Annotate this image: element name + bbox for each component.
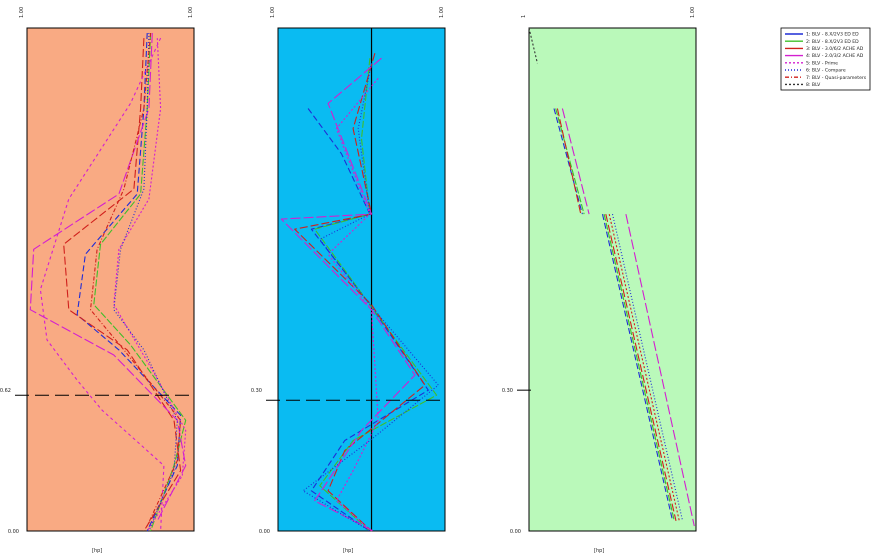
x-axis-unit: [hp] — [92, 548, 102, 554]
series-line-3-4 — [603, 213, 675, 522]
y-tick-bottom: 0.00 — [259, 529, 270, 535]
series-line-3-9 — [608, 213, 680, 522]
plot-area-3 — [528, 27, 697, 532]
y-tick-mid: 0.62 — [0, 388, 11, 394]
series-line-3-8 — [625, 213, 695, 527]
y-tick-top: 1 — [521, 15, 527, 18]
y-tick-bottom: 0.00 — [510, 529, 521, 535]
legend-label-2: 2: BLV - 8.X/2V3 ED ED — [806, 39, 859, 45]
legend-label-5: 5: BLV - Prime — [806, 60, 838, 66]
series-line-1-2 — [93, 32, 187, 532]
plot-area-1 — [26, 27, 195, 532]
y-tick-mid: 0.30 — [251, 388, 262, 394]
series-line-1-7 — [113, 32, 178, 532]
series-line-3-5 — [556, 108, 582, 215]
y-tick-top: 1.00 — [270, 7, 276, 18]
series-line-1-8 — [89, 32, 182, 527]
chart-panels: 1.00 1.00 0.62 0.00 [hp] 1.00 1.00 0.30 0.00 [hp]… — [0, 7, 697, 554]
chart-legend: 1: BLV - 8.X/2V3 ED ED2: BLV - 8.X/2V3 E… — [780, 27, 871, 91]
y-tick-bottom: 0.00 — [8, 529, 19, 535]
x-axis-unit: [hp] — [594, 548, 604, 554]
plot-area-2 — [277, 27, 446, 532]
legend-box — [780, 27, 871, 91]
y-tick-mid: 0.30 — [502, 388, 513, 394]
legend-label-6: 6: BLV - Compare — [806, 68, 846, 74]
panel-2: 1.00 1.00 0.30 0.00 [hp] — [251, 7, 446, 554]
legend-label-3: 3: BLV - 3.0/6/2 ACHE AD — [806, 46, 864, 52]
y-tick-top: 1.00 — [19, 7, 25, 18]
panel-1: 1.00 1.00 0.62 0.00 [hp] — [0, 7, 195, 554]
series-line-3-1 — [553, 108, 583, 215]
legend-label-1: 1: BLV - 8.X/2V3 ED ED — [806, 32, 859, 38]
x-axis-unit: [hp] — [343, 548, 353, 554]
series-line-3-6 — [605, 213, 677, 522]
series-line-3-3 — [555, 108, 585, 215]
series-line-3-2 — [601, 213, 674, 522]
legend-label-4: 4: BLV - 2.0/3/2 ACHE AD — [806, 53, 864, 59]
series-line-1-6 — [39, 37, 165, 532]
panel-3: 1 1.00 0.30 0.00 [hp] — [502, 7, 697, 554]
x-tick-right: 1.00 — [690, 7, 696, 18]
legend-label-7: 7: BLV - Quasi-parameters — [806, 75, 867, 81]
series-line-1-5 — [113, 38, 187, 532]
series-line-2-6 — [302, 63, 439, 532]
series-line-3-7 — [561, 108, 590, 215]
legend-label-8: 8: BLV — [806, 82, 821, 88]
series-line-2-5 — [327, 77, 379, 532]
x-tick-right: 1.00 — [439, 7, 445, 18]
series-line-1-4 — [29, 32, 187, 522]
x-tick-right: 1.00 — [188, 7, 194, 18]
